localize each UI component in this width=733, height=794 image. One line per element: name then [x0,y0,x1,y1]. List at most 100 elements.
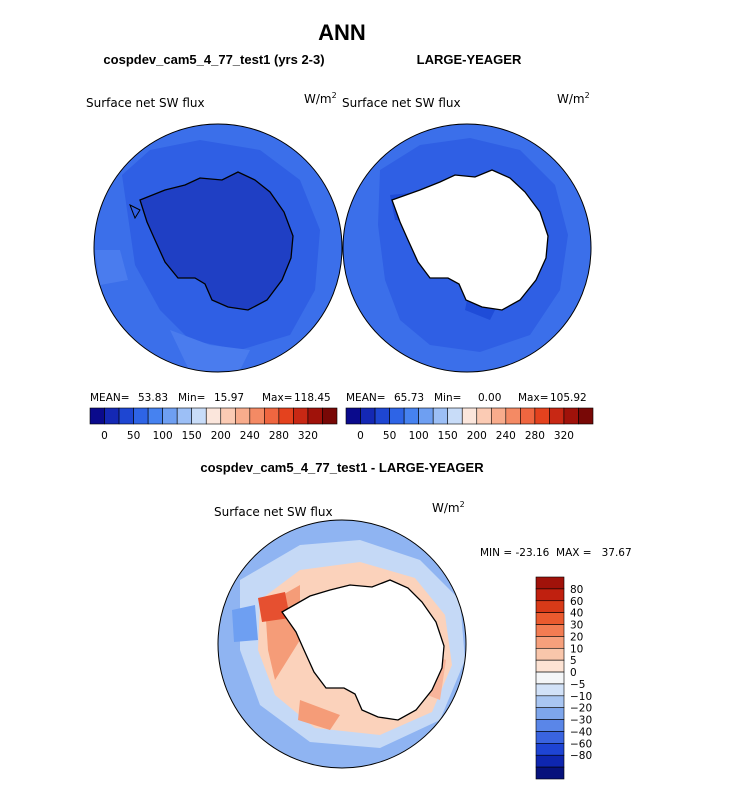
right-colorbar-tick-label: 0 [357,430,364,442]
difference-colorbar-tick-label: 10 [570,643,583,655]
left-colorbar-swatch [322,407,338,425]
left-colorbar-tick-label: 320 [298,430,318,442]
right-colorbar-swatch [476,407,492,425]
left-colorbar-tick-label: 150 [182,430,202,442]
right-colorbar-swatch [490,407,507,425]
difference-colorbar-swatch [535,695,565,709]
right-colorbar-swatch [520,407,536,425]
diff-units-label: W/m2 [432,500,465,515]
left-colorbar-swatch [176,407,193,425]
difference-colorbar-swatch [535,576,565,590]
right-polar-map [342,123,592,373]
left-colorbar-swatch [293,407,309,425]
diff-variable-label: Surface net SW flux [214,505,333,519]
right-colorbar: 0 50 100 150 200 240 280 320 [345,407,594,442]
left-colorbar-swatch [89,407,105,425]
right-colorbar-swatch [418,407,434,425]
difference-colorbar-tick-label: 80 [570,584,583,596]
difference-colorbar-tick-label: 20 [570,631,583,643]
right-colorbar-swatch [432,407,449,425]
right-colorbar-swatch [534,407,550,425]
difference-colorbar-tick-label: 0 [570,667,577,679]
left-colorbar-tick-label: 50 [127,430,140,442]
right-colorbar-tick-label: 200 [467,430,487,442]
right-colorbar-swatch [447,407,463,425]
right-colorbar-tick-label: 150 [438,430,458,442]
left-colorbar-swatch [307,407,323,425]
difference-colorbar-swatch [535,636,565,649]
left-colorbar: 0 50 100 150 200 240 280 320 [89,407,338,442]
right-colorbar-tick-label: 280 [525,430,545,442]
right-colorbar-swatch [578,407,594,425]
subtitle-left: cospdev_cam5_4_77_test1 (yrs 2-3) [103,52,324,67]
difference-colorbar-tick-label: −20 [570,703,592,715]
difference-colorbar-swatch [535,624,565,637]
left-colorbar-tick-label: 200 [211,430,231,442]
right-units-label: W/m2 [557,91,590,106]
right-colorbar-swatch [403,407,419,425]
left-colorbar-tick-label: 240 [240,430,260,442]
difference-colorbar-swatch [535,719,565,732]
right-colorbar-swatch [563,407,579,425]
right-colorbar-tick-label: 320 [554,430,574,442]
difference-colorbar-swatch [535,766,565,780]
right-colorbar-swatch [461,407,478,425]
right-colorbar-swatch [345,407,361,425]
left-colorbar-swatch [147,407,163,425]
right-colorbar-swatch [389,407,405,425]
difference-colorbar-swatch [535,600,565,613]
left-colorbar-tick-label: 280 [269,430,289,442]
difference-colorbar-tick-label: 30 [570,620,583,632]
difference-colorbar-swatch [535,707,565,720]
left-polar-map [93,123,343,373]
page-title: ANN [318,20,366,45]
left-colorbar-swatch [234,407,251,425]
difference-polar-map [217,519,467,769]
difference-colorbar-tick-label: 40 [570,608,583,620]
right-colorbar-tick-label: 100 [409,430,429,442]
right-colorbar-swatch [505,407,521,425]
left-colorbar-swatch [220,407,236,425]
right-stats: MEAN= 65.73 Min= 0.00 Max= 105.92 [346,392,587,404]
difference-colorbar-tick-label: −40 [570,726,592,738]
difference-colorbar-swatch [535,754,565,768]
right-colorbar-tick-label: 240 [496,430,516,442]
left-colorbar-swatch [249,407,265,425]
left-colorbar-swatch [118,407,134,425]
right-colorbar-swatch [549,407,565,425]
left-colorbar-swatch [191,407,207,425]
difference-colorbar-tick-label: −80 [570,750,592,762]
difference-colorbar-tick-label: 60 [570,596,583,608]
difference-colorbar-tick-label: −60 [570,738,592,750]
right-variable-label: Surface net SW flux [342,96,461,110]
difference-colorbar-swatch [535,743,565,756]
left-units-label: W/m2 [304,91,337,106]
right-colorbar-swatch [360,407,376,425]
difference-colorbar-swatch [535,671,565,685]
left-colorbar-tick-label: 0 [101,430,108,442]
difference-colorbar-tick-label: 5 [570,655,577,667]
difference-colorbar-tick-label: −10 [570,691,592,703]
left-colorbar-swatch [205,407,222,425]
difference-colorbar-swatch [535,647,565,661]
subtitle-right: LARGE-YEAGER [417,52,522,67]
left-colorbar-swatch [162,407,178,425]
difference-colorbar-swatch [535,612,565,625]
left-colorbar-swatch [264,407,280,425]
right-colorbar-swatch [374,407,390,425]
difference-colorbar-swatch [535,659,565,673]
left-colorbar-swatch [133,407,149,425]
difference-colorbar-swatch [535,588,565,602]
difference-colorbar-swatch [535,731,565,744]
right-colorbar-tick-label: 50 [383,430,396,442]
left-variable-label: Surface net SW flux [86,96,205,110]
difference-title: cospdev_cam5_4_77_test1 - LARGE-YEAGER [200,460,484,475]
left-colorbar-swatch [104,407,120,425]
left-colorbar-swatch [278,407,294,425]
difference-colorbar-swatch [535,683,565,697]
difference-colorbar-tick-label: −5 [570,679,585,691]
diff-minmax: MIN = -23.16 MAX = 37.67 [480,547,632,559]
difference-colorbar-tick-label: −30 [570,715,592,727]
